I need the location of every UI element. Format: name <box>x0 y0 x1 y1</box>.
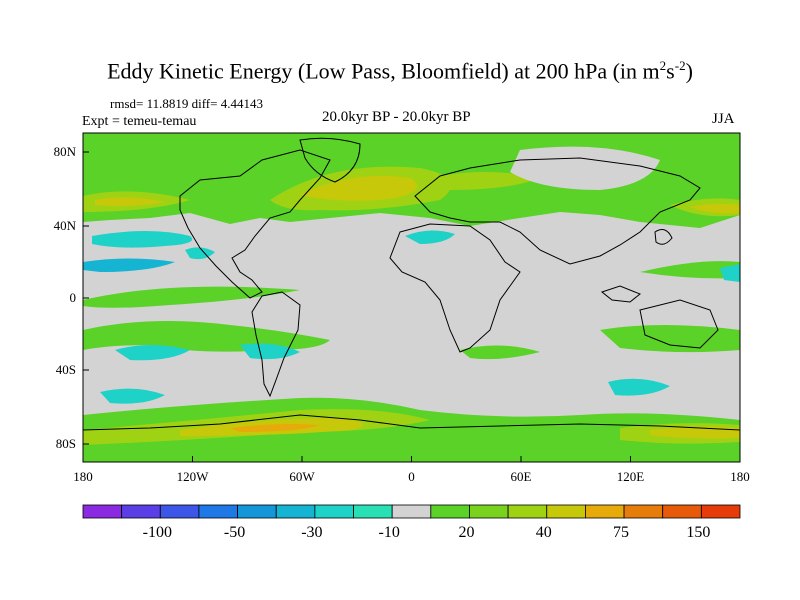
colorbar-swatch <box>662 504 702 519</box>
colorbar-label: -10 <box>379 524 400 541</box>
longitude-axis: 180 120W 60W 0 60E 120E 180 <box>73 456 750 484</box>
map-field <box>83 133 740 462</box>
colorbar-label: -100 <box>143 524 172 541</box>
negative-patch <box>100 388 165 404</box>
colorbar-swatch <box>121 504 161 519</box>
colorbar-swatch <box>507 504 548 519</box>
lat-label: 0 <box>70 290 77 305</box>
negative-patch <box>405 230 455 244</box>
colorbar-label: 150 <box>686 524 710 541</box>
north-high-patch <box>690 203 740 214</box>
negative-patch <box>83 258 175 272</box>
lon-label: 180 <box>73 469 93 484</box>
colorbar-label: 40 <box>536 524 552 541</box>
colorbar-swatch <box>198 504 238 519</box>
colorbar-swatch <box>700 504 741 519</box>
lon-label: 0 <box>408 469 415 484</box>
colorbar-swatch <box>546 504 586 519</box>
southern-ocean-band <box>83 397 740 462</box>
colorbar-swatch <box>353 504 393 519</box>
south-positive-band <box>460 345 540 360</box>
colorbar-swatch <box>237 504 277 519</box>
season-label: JJA <box>712 111 735 127</box>
colorbar-swatch <box>469 504 509 519</box>
colorbar-swatch <box>314 504 354 519</box>
lat-label: 40N <box>54 218 77 233</box>
colorbar-swatch <box>159 504 200 519</box>
experiment-label: Expt = temeu-temau <box>82 114 197 129</box>
coastlines <box>83 137 740 431</box>
south-positive-band <box>600 325 740 353</box>
colorbar-label: -50 <box>224 524 245 541</box>
north-high-patch <box>420 171 540 190</box>
lon-label: 180 <box>730 469 750 484</box>
stats-text: rmsd= 11.8819 diff= 4.44143 <box>110 96 263 111</box>
lat-label: 40S <box>56 362 76 377</box>
negative-patch <box>92 231 193 248</box>
colorbar-label: -30 <box>301 524 322 541</box>
lon-label: 60W <box>289 469 315 484</box>
colorbar-swatch <box>430 504 470 519</box>
southern-ocean-high <box>230 424 320 432</box>
lon-label: 120E <box>617 469 645 484</box>
arctic-low-region <box>510 146 660 190</box>
colorbar-swatch <box>391 504 432 519</box>
negative-patch <box>720 264 740 282</box>
colorbar-swatch <box>275 504 316 519</box>
period-label: 20.0kyr BP - 20.0kyr BP <box>322 109 471 125</box>
pacific-positive-tongue <box>640 261 740 279</box>
latitude-axis: 80N 40N 0 40S 80S <box>54 144 89 451</box>
figure-title: Eddy Kinetic Energy (Low Pass, Bloomfiel… <box>107 58 693 84</box>
lon-label: 120W <box>177 469 210 484</box>
southern-ocean-high <box>650 426 740 439</box>
colorbar-label: 75 <box>613 524 629 541</box>
negative-patch <box>608 378 670 396</box>
lat-label: 80N <box>54 144 77 159</box>
north-high-patch <box>300 176 418 201</box>
negative-patch <box>115 345 190 361</box>
lon-label: 60E <box>511 469 532 484</box>
colorbar-swatch <box>623 504 664 519</box>
pacific-positive-tongue <box>83 286 300 308</box>
lat-label: 80S <box>56 436 76 451</box>
colorbar-swatch <box>585 504 625 519</box>
colorbar-swatch <box>82 504 123 519</box>
colorbar-label: 20 <box>458 524 474 541</box>
north-high-patch <box>95 197 165 206</box>
colorbar: -100 -50 -30 -10 20 40 75 150 <box>82 504 741 541</box>
